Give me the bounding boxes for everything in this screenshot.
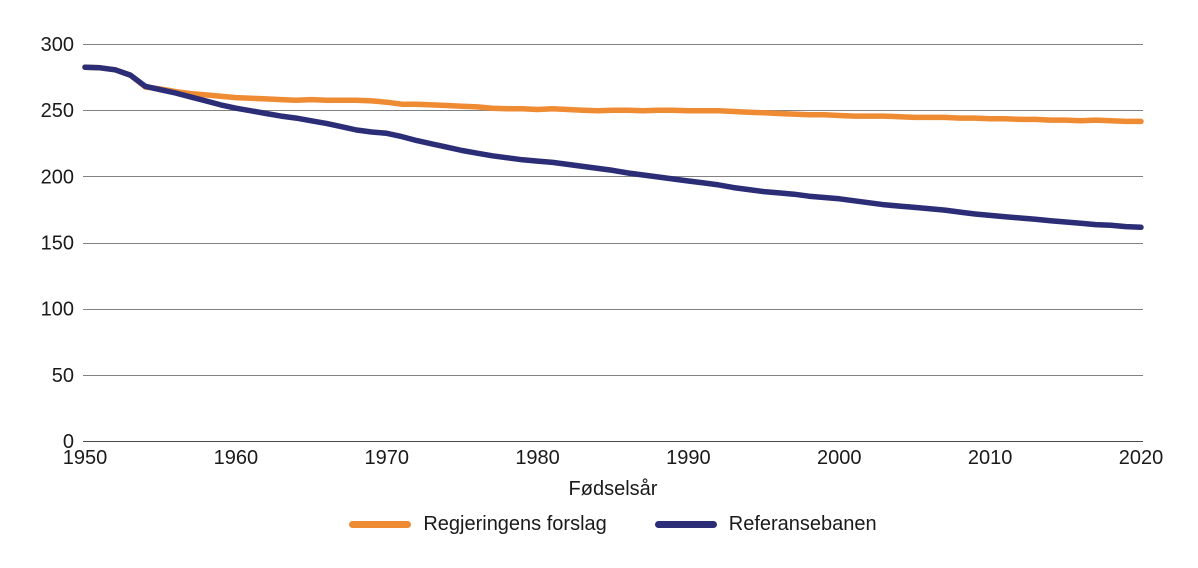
- y-tick-label: 0: [63, 431, 74, 453]
- x-tick-label: 1960: [214, 447, 259, 469]
- chart-footer: Fødselsår Regjeringens forslag Referanse…: [83, 478, 1143, 536]
- x-tick-label: 1990: [666, 447, 711, 469]
- x-tick-label: 1950: [63, 447, 108, 469]
- legend-item-regjeringens-forslag: Regjeringens forslag: [349, 513, 607, 536]
- y-tick-label: 250: [41, 100, 74, 122]
- legend-swatch-navy-icon: [654, 521, 717, 528]
- chart-figure: 0 50 100 150 200 250 300 1950 1960 1970 1980 1990 20…: [41, 34, 1164, 536]
- y-tick-label: 50: [52, 365, 74, 387]
- x-axis-title: Fødselsår: [568, 478, 658, 500]
- y-tick-label: 100: [41, 299, 74, 321]
- x-tick-label: 1970: [364, 447, 409, 469]
- series-line-1: [82, 64, 1144, 231]
- x-tick-label: 2020: [1119, 447, 1164, 469]
- legend: Regjeringens forslag Referansebanen: [83, 513, 1143, 536]
- line-chart: 0 50 100 150 200 250 300 1950 1960 1970 1980 1990 20…: [41, 34, 1164, 469]
- x-tick-label: 2010: [968, 447, 1013, 469]
- series-line-0: [82, 64, 1144, 125]
- x-tick-label: 1980: [515, 447, 560, 469]
- legend-swatch-orange-icon: [349, 521, 412, 528]
- legend-label-regjeringens-forslag: Regjeringens forslag: [423, 513, 607, 535]
- y-tick-label: 150: [41, 233, 74, 255]
- x-tick-label: 2000: [817, 447, 862, 469]
- legend-label-referansebanen: Referansebanen: [728, 513, 877, 535]
- y-tick-label: 300: [41, 34, 74, 56]
- legend-item-referansebanen: Referansebanen: [654, 513, 877, 536]
- y-tick-label: 200: [41, 166, 74, 188]
